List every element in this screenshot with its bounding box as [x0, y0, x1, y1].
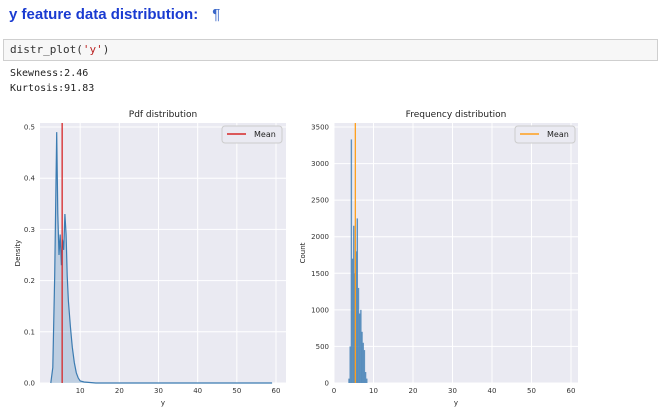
freq-bar	[361, 331, 363, 383]
pdf-y-ticks: 0.0 0.1 0.2 0.3 0.4 0.5	[24, 124, 36, 388]
code-argument: 'y'	[82, 43, 103, 56]
freq-bar	[357, 287, 360, 383]
pdf-y-tick-label: 0.1	[24, 328, 35, 336]
freq-y-tick-label: 0	[325, 380, 329, 388]
freq-ylabel: Count	[299, 242, 307, 263]
freq-bar	[355, 251, 357, 383]
freq-legend-label: Mean	[547, 130, 569, 139]
freq-bar	[360, 309, 362, 383]
code-cell[interactable]: distr_plot('y')	[3, 39, 658, 61]
pdf-ylabel: Density	[14, 240, 22, 267]
pdf-x-tick-label: 60	[272, 387, 281, 395]
freq-legend: Mean	[514, 125, 576, 144]
freq-x-ticks: 0 10 20 30 40 50 60	[332, 387, 576, 395]
freq-bar	[363, 350, 366, 383]
freq-y-tick-label: 1500	[311, 270, 329, 278]
pdf-legend-label: Mean	[254, 130, 276, 139]
code-text[interactable]: distr_plot('y')	[10, 43, 109, 56]
section-heading: y feature data distribution: ¶	[9, 6, 220, 23]
freq-bar	[364, 372, 367, 383]
code-suffix: )	[102, 43, 110, 56]
freq-bar	[356, 218, 359, 383]
freq-marks	[348, 123, 368, 383]
freq-x-tick-label: 0	[332, 387, 336, 395]
freq-y-tick-label: 3000	[311, 160, 329, 168]
freq-x-tick-label: 60	[567, 387, 576, 395]
freq-bar	[362, 342, 364, 383]
pdf-y-tick-label: 0.3	[24, 226, 35, 234]
pdf-plot-area	[40, 123, 286, 383]
pdf-x-tick-label: 30	[154, 387, 163, 395]
freq-legend-box	[514, 125, 576, 144]
pdf-x-tick-label: 20	[115, 387, 124, 395]
pdf-chart: 0.0 0.1 0.2 0.3 0.4 0.5 10 20 30 40 50 60 Pdf dist…	[14, 110, 286, 407]
heading-text: y feature data distribution:	[9, 6, 199, 23]
freq-bar	[351, 258, 354, 383]
freq-bar	[358, 313, 361, 383]
pdf-title: Pdf distribution	[129, 110, 197, 120]
pdf-legend-box	[221, 125, 283, 144]
freq-bar	[353, 225, 355, 383]
pdf-y-tick-label: 0.0	[24, 380, 35, 388]
freq-title: Frequency distribution	[406, 110, 507, 120]
freq-y-tick-label: 3500	[311, 124, 329, 132]
code-prefix: distr_plot(	[10, 43, 83, 56]
freq-y-tick-label: 500	[316, 343, 329, 351]
pdf-y-tick-label: 0.4	[24, 175, 36, 183]
pdf-density-area	[50, 132, 273, 383]
freq-y-ticks: 0 500 1000 1500 2000 2500 3000 3500	[311, 124, 329, 388]
pdf-density-line	[50, 132, 273, 384]
freq-xlabel: y	[454, 399, 458, 407]
freq-y-tick-label: 2500	[311, 197, 329, 205]
freq-bar	[349, 346, 351, 383]
freq-chart: 0 500 1000 1500 2000 2500 3000 3500 0 10 20 30 40 50…	[299, 110, 578, 407]
pdf-x-tick-label: 10	[76, 387, 85, 395]
freq-bar	[366, 378, 368, 383]
freq-x-tick-label: 20	[409, 387, 418, 395]
freq-grid	[333, 123, 578, 384]
pdf-y-tick-label: 0.2	[24, 277, 35, 285]
freq-x-tick-label: 40	[488, 387, 497, 395]
freq-plot-area	[334, 123, 578, 383]
freq-bar	[350, 139, 353, 383]
pdf-marks	[50, 123, 273, 384]
skewness-output: Skewness:2.46	[10, 68, 89, 79]
kurtosis-output: Kurtosis:91.83	[10, 83, 95, 94]
pdf-x-tick-label: 50	[232, 387, 241, 395]
pdf-x-tick-label: 40	[193, 387, 202, 395]
freq-bar	[348, 378, 350, 383]
pdf-y-tick-label: 0.5	[24, 124, 35, 132]
pdf-x-ticks: 10 20 30 40 50 60	[76, 387, 281, 395]
freq-x-tick-label: 10	[369, 387, 378, 395]
pdf-xlabel: y	[161, 399, 165, 407]
pdf-legend: Mean	[221, 125, 283, 144]
freq-y-tick-label: 1000	[311, 306, 329, 314]
anchor-link-icon[interactable]: ¶	[212, 6, 221, 23]
freq-y-tick-label: 2000	[311, 233, 329, 241]
freq-x-tick-label: 30	[448, 387, 457, 395]
freq-x-tick-label: 50	[527, 387, 536, 395]
